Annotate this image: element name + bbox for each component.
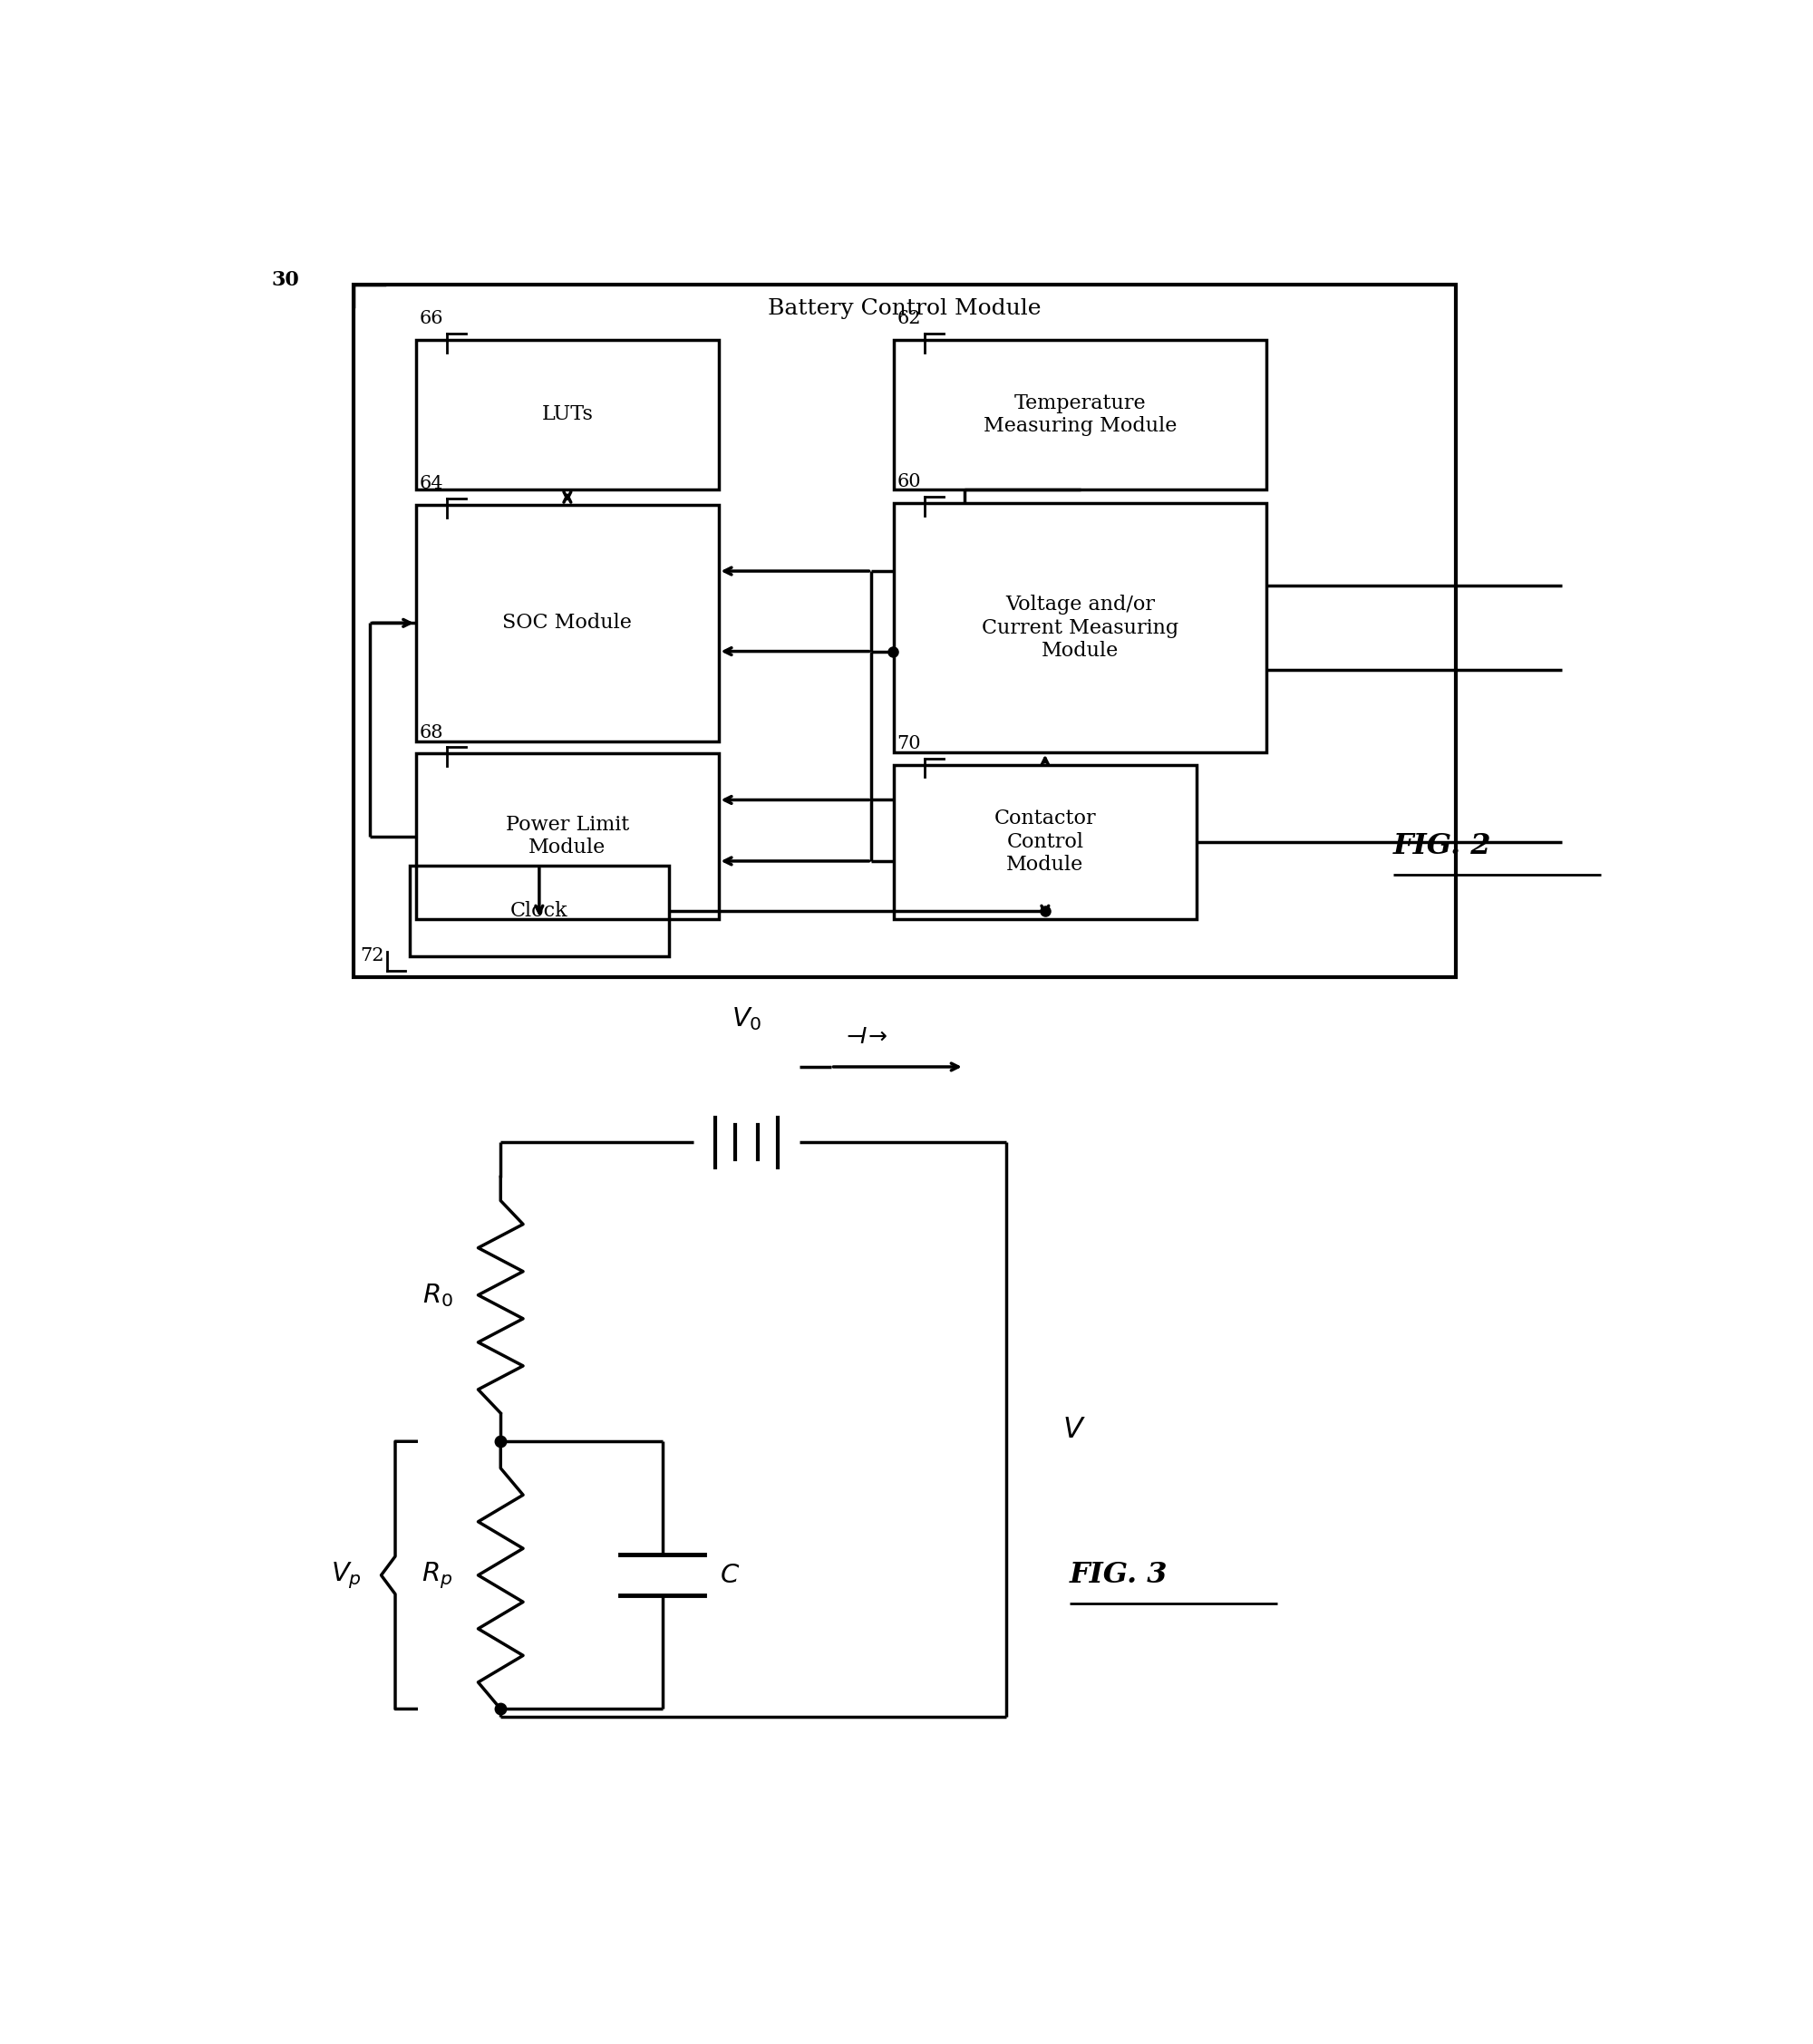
Text: FIG. 3: FIG. 3 — [1070, 1562, 1168, 1590]
Text: Contactor
Control
Module: Contactor Control Module — [994, 809, 1097, 875]
Text: LUTs: LUTs — [542, 405, 593, 425]
Text: 72: 72 — [361, 946, 384, 965]
Text: 62: 62 — [897, 311, 921, 327]
Bar — [417, 339, 718, 489]
Text: FIG. 2: FIG. 2 — [1392, 832, 1490, 861]
Text: 70: 70 — [897, 736, 921, 752]
Bar — [417, 505, 718, 742]
Bar — [354, 284, 1456, 977]
Bar — [894, 503, 1265, 752]
Bar — [894, 339, 1265, 489]
Text: Battery Control Module: Battery Control Module — [769, 298, 1041, 319]
Text: Power Limit
Module: Power Limit Module — [506, 816, 629, 858]
Text: Voltage and/or
Current Measuring
Module: Voltage and/or Current Measuring Module — [983, 595, 1178, 660]
Text: $C$: $C$ — [720, 1562, 740, 1588]
Text: 66: 66 — [419, 311, 442, 327]
Text: $V_0$: $V_0$ — [731, 1006, 761, 1032]
Bar — [894, 764, 1197, 920]
Text: $R_p$: $R_p$ — [422, 1560, 453, 1590]
Bar — [417, 754, 718, 920]
Text: 60: 60 — [897, 474, 921, 491]
Text: $V_p$: $V_p$ — [330, 1560, 361, 1590]
Text: $-\!I\!\rightarrow$: $-\!I\!\rightarrow$ — [845, 1028, 887, 1049]
Text: $V$: $V$ — [1062, 1416, 1086, 1443]
Bar — [410, 865, 669, 957]
Text: 30: 30 — [272, 270, 299, 290]
Text: 64: 64 — [419, 474, 442, 493]
Text: 68: 68 — [419, 724, 442, 742]
Text: Clock: Clock — [511, 901, 567, 922]
Text: SOC Module: SOC Module — [502, 613, 633, 634]
Text: $R_0$: $R_0$ — [422, 1282, 453, 1308]
Text: Temperature
Measuring Module: Temperature Measuring Module — [983, 392, 1177, 435]
